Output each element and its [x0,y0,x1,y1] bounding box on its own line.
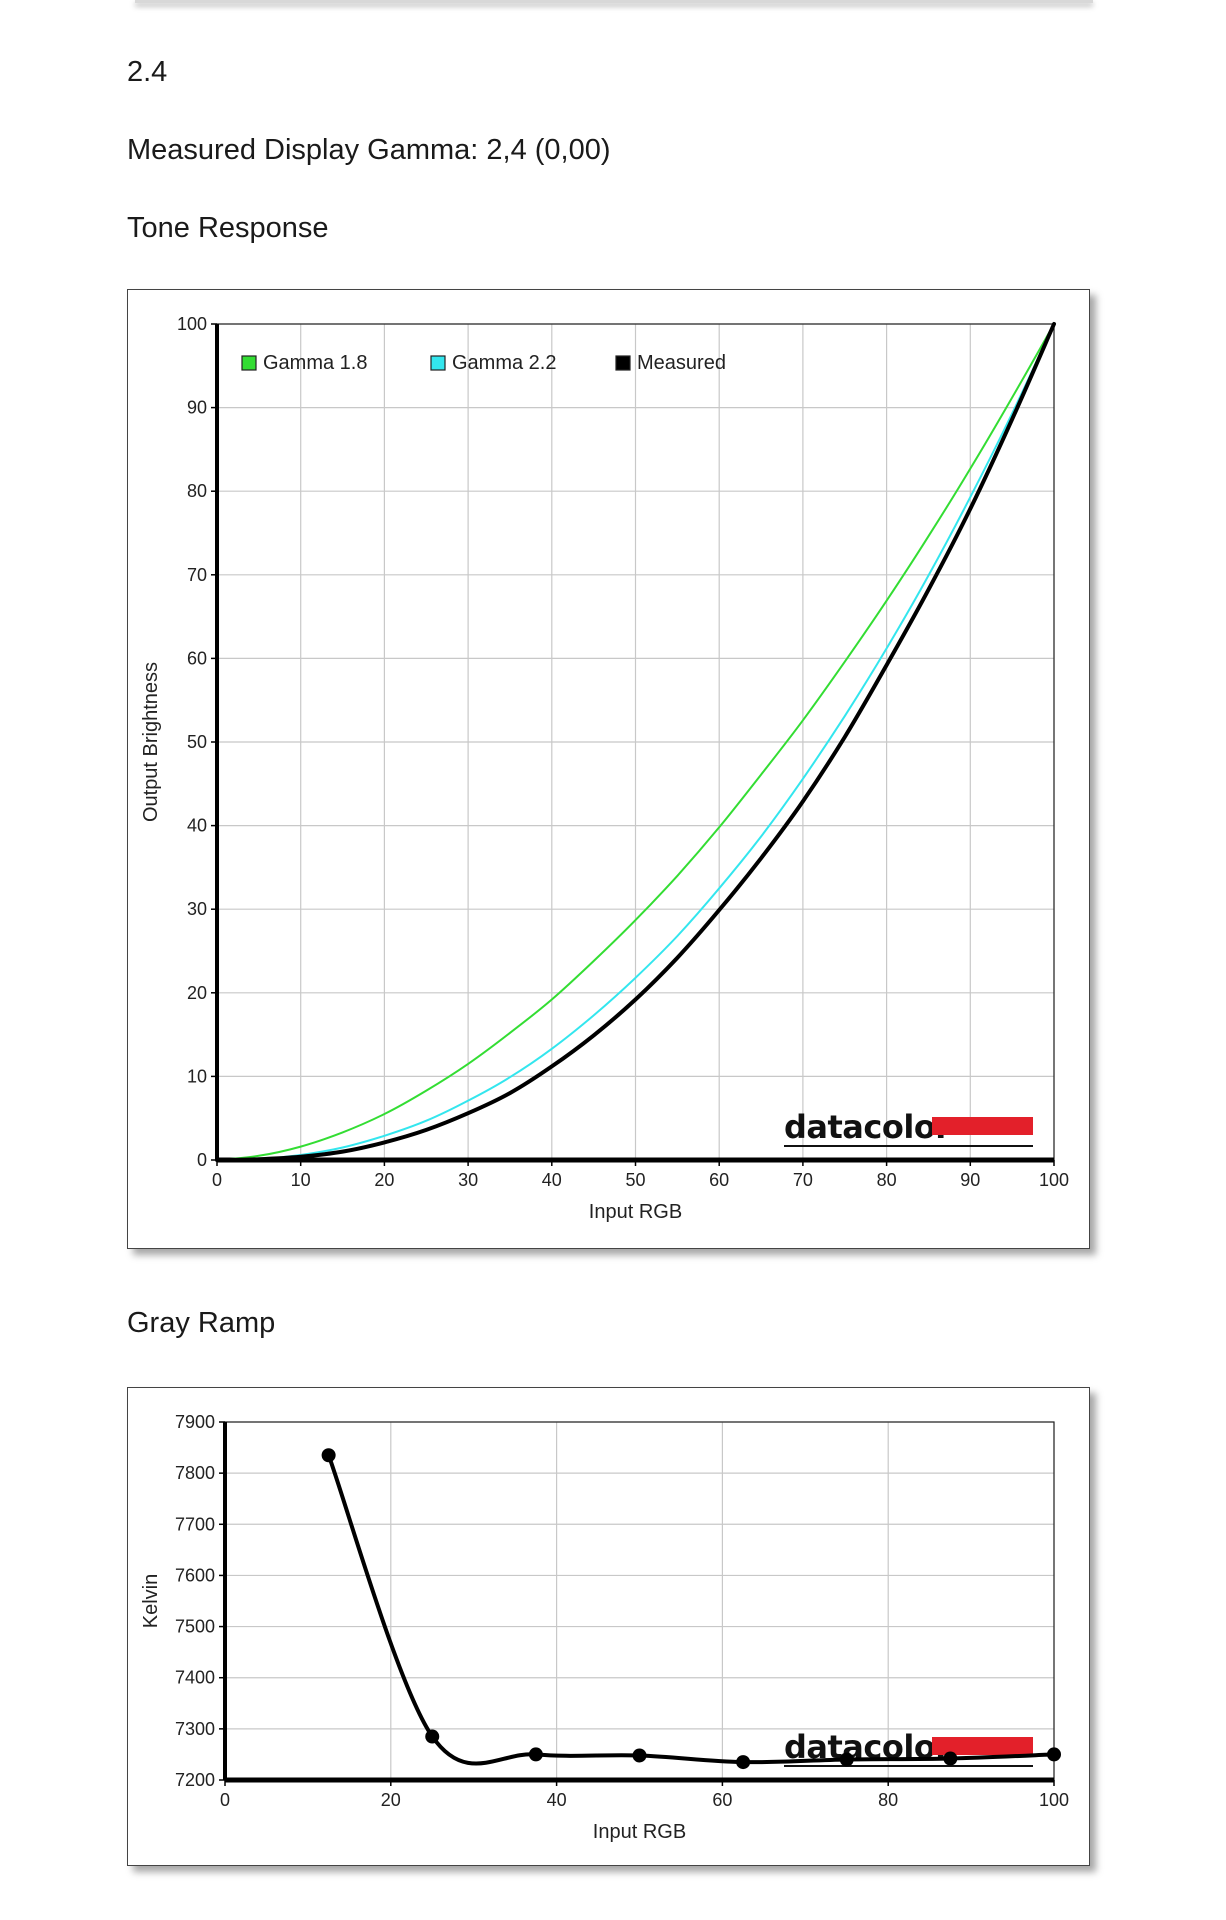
y-tick-label: 100 [177,314,207,334]
datacolor-logo-bar [932,1737,1033,1755]
y-tick-label: 70 [187,565,207,585]
tone-response-svg: 0 10 20 30 40 50 60 70 80 90 100 0 10 20 30 40 50 60 70 80 9… [140,314,1069,1223]
y-tick-label: 60 [187,648,207,668]
series-line [216,323,1055,1161]
x-tick-label: 20 [381,1790,401,1810]
data-point [736,1755,751,1770]
legend-swatch [615,355,631,371]
y-tick-label: 90 [187,398,207,418]
data-point [632,1748,647,1763]
x-tick-label: 20 [374,1170,394,1190]
y-axis-title: Output Brightness [140,662,162,822]
x-tick-label: 70 [793,1170,813,1190]
legend-label: Gamma 1.8 [263,352,367,374]
x-tick-label: 60 [712,1790,732,1810]
series-line [215,322,1056,1162]
section-divider [135,0,1093,3]
y-tick-label: 7400 [175,1668,215,1688]
legend-swatch [430,355,446,371]
x-tick-label: 30 [458,1170,478,1190]
datacolor-logo-text: datacolor [784,1108,951,1146]
x-tick-label: 100 [1039,1790,1069,1810]
legend-label: Gamma 2.2 [452,352,556,374]
datacolor-logo-bar [932,1117,1033,1135]
gamma-target-value: 2.4 [127,56,168,88]
gray-ramp-svg: 0 20 40 60 80 100 7200 7300 7400 7500 7600 7700 7800… [140,1412,1069,1843]
data-point [943,1751,958,1766]
y-tick-label: 7900 [175,1412,215,1432]
x-tick-label: 10 [291,1170,311,1190]
x-tick-label: 100 [1039,1170,1069,1190]
x-tick-label: 40 [547,1790,567,1810]
data-point [839,1752,854,1767]
y-tick-label: 7700 [175,1514,215,1534]
x-tick-label: 40 [542,1170,562,1190]
y-tick-label: 20 [187,983,207,1003]
x-tick-label: 60 [709,1170,729,1190]
y-tick-label: 7600 [175,1565,215,1585]
y-axis-title: Kelvin [140,1574,162,1628]
y-tick-label: 80 [187,481,207,501]
x-tick-label: 50 [625,1170,645,1190]
plot-border [224,1421,1055,1781]
y-tick-label: 10 [187,1066,207,1086]
x-tick-label: 0 [212,1170,222,1190]
y-tick-label: 50 [187,732,207,752]
legend-swatch [241,355,257,371]
gray-ramp-chart: 0 20 40 60 80 100 7200 7300 7400 7500 7600 7700 7800… [127,1387,1090,1866]
y-tick-label: 30 [187,899,207,919]
y-tick-label: 7200 [175,1770,215,1790]
x-tick-label: 80 [877,1170,897,1190]
y-tick-label: 0 [197,1150,207,1170]
data-point [528,1747,543,1762]
series-line [326,1453,1056,1766]
x-axis-title: Input RGB [589,1201,682,1223]
y-tick-label: 40 [187,816,207,836]
x-axis-title: Input RGB [593,1821,686,1843]
gray-ramp-heading: Gray Ramp [127,1307,276,1339]
measured-gamma-text: Measured Display Gamma: 2,4 (0,00) [127,134,611,166]
legend-label: Measured [637,352,726,374]
tone-response-chart: 0 10 20 30 40 50 60 70 80 90 100 0 10 20 30 40 50 60 70 80 9… [127,289,1090,1249]
data-point [321,1448,336,1463]
x-tick-label: 80 [878,1790,898,1810]
tone-response-heading: Tone Response [127,212,329,244]
data-point [1047,1747,1061,1762]
x-tick-label: 0 [220,1790,230,1810]
y-tick-label: 7500 [175,1617,215,1637]
y-tick-label: 7300 [175,1719,215,1739]
series-line [216,323,1055,1161]
x-tick-label: 90 [960,1170,980,1190]
y-tick-label: 7800 [175,1463,215,1483]
data-point [425,1729,440,1744]
